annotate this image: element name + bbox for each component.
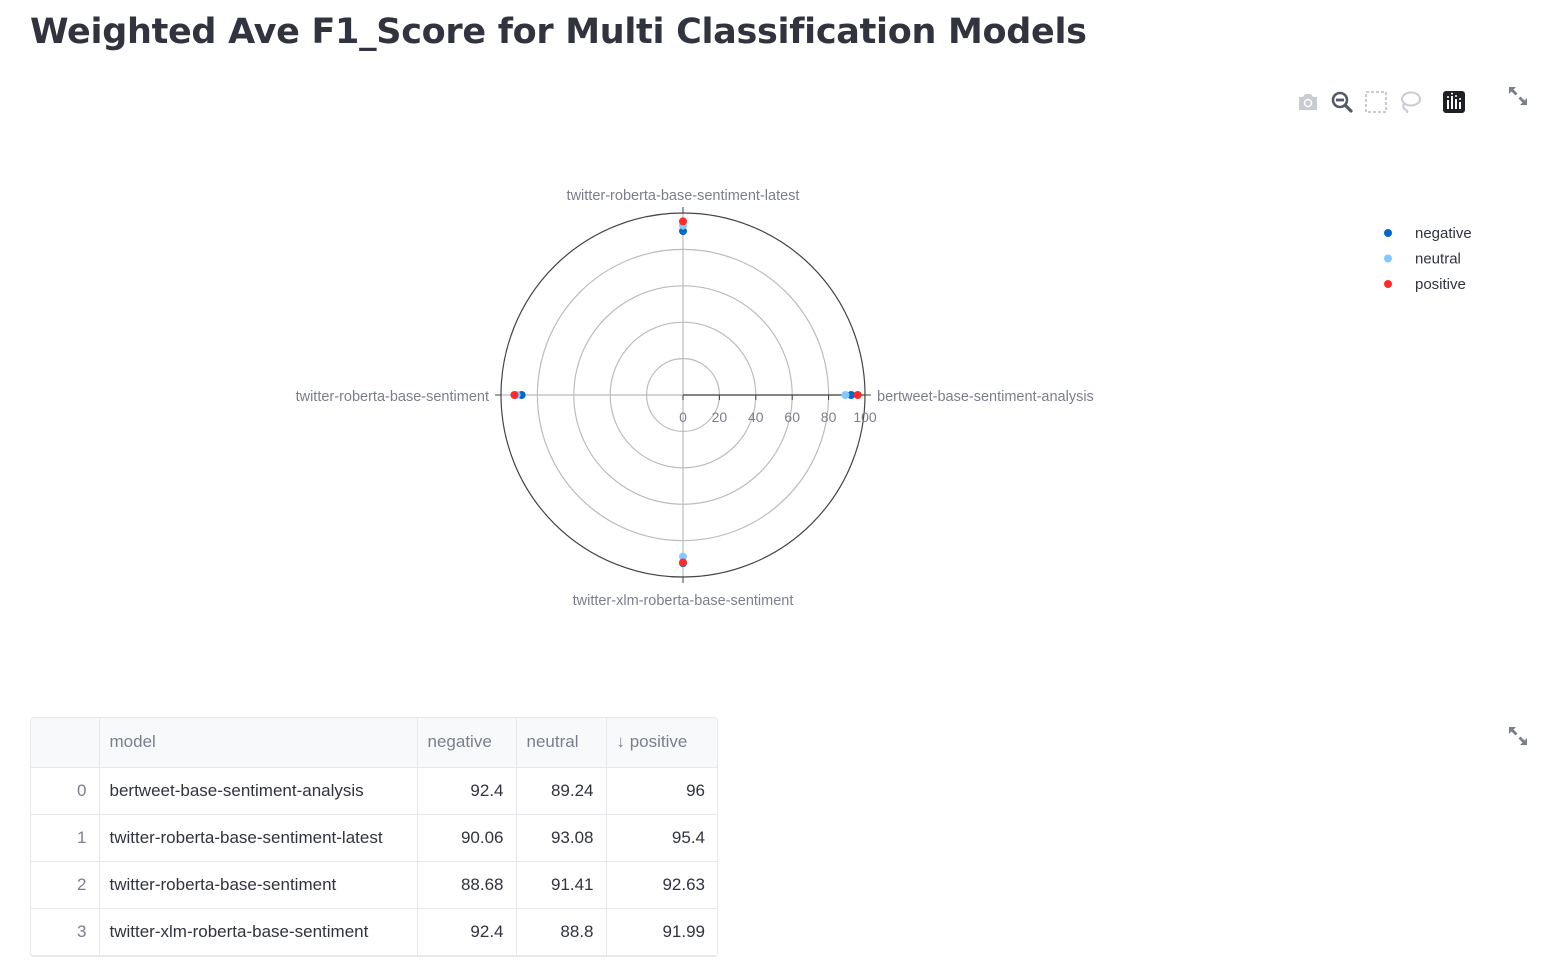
cell-positive[interactable]: 95.4 bbox=[606, 814, 717, 862]
legend-marker-negative bbox=[1384, 229, 1392, 237]
cell-model[interactable]: twitter-xlm-roberta-base-sentiment bbox=[99, 908, 418, 956]
cell-negative[interactable]: 92.4 bbox=[417, 767, 517, 815]
data-point-positive bbox=[679, 558, 687, 567]
column-header-negative[interactable]: negative bbox=[417, 718, 517, 768]
row-index: 1 bbox=[31, 814, 100, 862]
chart-modebar bbox=[1296, 90, 1466, 114]
data-point-positive bbox=[679, 217, 687, 226]
radial-tick-label: 100 bbox=[853, 409, 877, 425]
column-header-index[interactable] bbox=[31, 718, 100, 768]
legend-label-neutral: neutral bbox=[1415, 251, 1461, 268]
angular-category-label: twitter-xlm-roberta-base-sentiment bbox=[573, 593, 794, 609]
radial-tick-label: 20 bbox=[712, 409, 728, 425]
cell-model[interactable]: twitter-roberta-base-sentiment bbox=[99, 861, 418, 909]
cell-negative[interactable]: 88.68 bbox=[417, 861, 517, 909]
plotly-logo-icon[interactable] bbox=[1442, 90, 1466, 114]
chart-fullscreen-button[interactable] bbox=[1507, 85, 1529, 107]
data-point-negative bbox=[847, 391, 856, 399]
dataframe-table[interactable]: model negative neutral ↓ positive 0 bert… bbox=[30, 717, 718, 957]
cell-neutral[interactable]: 91.41 bbox=[516, 861, 607, 909]
data-point-positive bbox=[510, 391, 519, 399]
zoom-icon[interactable] bbox=[1330, 90, 1354, 114]
cell-neutral[interactable]: 93.08 bbox=[516, 814, 607, 862]
legend-marker-positive bbox=[1384, 280, 1392, 288]
cell-positive[interactable]: 91.99 bbox=[606, 908, 717, 956]
cell-model[interactable]: twitter-roberta-base-sentiment-latest bbox=[99, 814, 418, 862]
row-index: 2 bbox=[31, 861, 100, 909]
page-title: Weighted Ave F1_Score for Multi Classifi… bbox=[30, 12, 1087, 52]
table-row[interactable]: 0 bertweet-base-sentiment-analysis 92.4 … bbox=[31, 767, 717, 815]
angular-category-label: bertweet-base-sentiment-analysis bbox=[877, 389, 1094, 405]
expand-icon bbox=[1509, 87, 1527, 105]
table-header-row: model negative neutral ↓ positive bbox=[31, 718, 717, 768]
expand-icon bbox=[1509, 727, 1527, 745]
cell-model[interactable]: bertweet-base-sentiment-analysis bbox=[99, 767, 418, 815]
column-header-positive[interactable]: ↓ positive bbox=[606, 718, 717, 768]
box-select-icon[interactable] bbox=[1364, 90, 1388, 114]
data-point-negative bbox=[679, 227, 687, 236]
row-index: 3 bbox=[31, 908, 100, 956]
table-row[interactable]: 3 twitter-xlm-roberta-base-sentiment 92.… bbox=[31, 908, 717, 956]
table-row[interactable]: 1 twitter-roberta-base-sentiment-latest … bbox=[31, 814, 717, 862]
radial-tick-label: 40 bbox=[748, 409, 764, 425]
legend-marker-neutral bbox=[1384, 254, 1392, 263]
cell-neutral[interactable]: 89.24 bbox=[516, 767, 607, 815]
legend-label-positive: positive bbox=[1415, 276, 1466, 293]
data-point-neutral bbox=[841, 391, 850, 399]
cell-positive[interactable]: 92.63 bbox=[606, 861, 717, 909]
row-index: 0 bbox=[31, 767, 100, 815]
table-fullscreen-button[interactable] bbox=[1507, 725, 1529, 747]
table-row[interactable]: 2 twitter-roberta-base-sentiment 88.68 9… bbox=[31, 861, 717, 909]
radial-tick-label: 0 bbox=[679, 409, 687, 425]
column-header-model[interactable]: model bbox=[99, 718, 418, 768]
cell-neutral[interactable]: 88.8 bbox=[516, 908, 607, 956]
angular-category-label: twitter-roberta-base-sentiment bbox=[296, 389, 489, 405]
data-point-positive bbox=[853, 391, 862, 399]
column-header-neutral[interactable]: neutral bbox=[516, 718, 607, 768]
cell-negative[interactable]: 92.4 bbox=[417, 908, 517, 956]
radial-tick-label: 60 bbox=[784, 409, 800, 425]
radial-tick-label: 80 bbox=[821, 409, 837, 425]
legend-label-negative: negative bbox=[1415, 225, 1472, 242]
polar-chart[interactable]: 0 20 40 60 80 100bertweet-base-sentiment-anal… bbox=[0, 0, 1553, 700]
cell-positive[interactable]: 96 bbox=[606, 767, 717, 815]
cell-negative[interactable]: 90.06 bbox=[417, 814, 517, 862]
angular-category-label: twitter-roberta-base-sentiment-latest bbox=[567, 188, 800, 204]
lasso-select-icon[interactable] bbox=[1398, 90, 1422, 114]
data-point-neutral bbox=[679, 552, 687, 561]
camera-icon[interactable] bbox=[1296, 90, 1320, 114]
